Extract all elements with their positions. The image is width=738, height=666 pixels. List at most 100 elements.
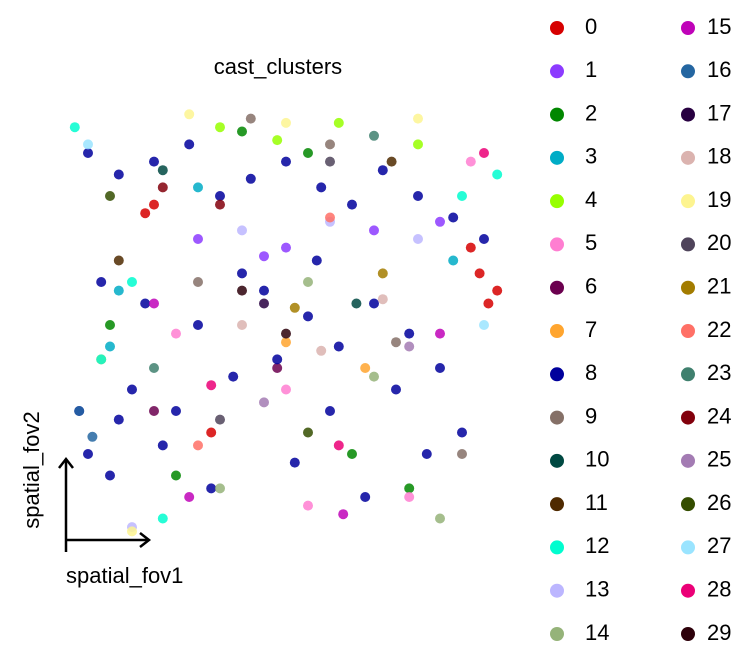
legend-marker xyxy=(681,324,695,338)
point xyxy=(215,191,225,201)
point xyxy=(413,113,423,124)
legend-marker xyxy=(550,497,564,512)
legend-label: 1 xyxy=(585,57,597,82)
legend-marker xyxy=(681,150,695,165)
legend-marker xyxy=(681,583,695,598)
point xyxy=(479,234,489,244)
point xyxy=(237,320,247,330)
legend-marker xyxy=(550,453,564,468)
point xyxy=(465,242,476,253)
legend-label: 4 xyxy=(585,187,597,212)
legend-label: 2 xyxy=(585,100,597,125)
point xyxy=(391,384,401,395)
point xyxy=(237,225,247,236)
legend-label: 20 xyxy=(707,230,731,255)
legend-marker xyxy=(550,237,564,252)
point xyxy=(303,148,313,158)
point xyxy=(474,268,485,279)
point xyxy=(404,483,415,494)
legend-marker xyxy=(550,64,564,79)
point xyxy=(96,277,107,287)
legend-marker xyxy=(550,21,564,35)
legend-label: 12 xyxy=(585,533,609,558)
point xyxy=(413,234,423,244)
point xyxy=(105,191,115,201)
point xyxy=(206,483,217,494)
point xyxy=(281,117,291,128)
legend-label: 14 xyxy=(585,620,609,645)
point xyxy=(83,139,93,150)
legend-marker xyxy=(681,453,695,468)
legend-marker xyxy=(681,627,695,641)
point xyxy=(215,122,225,133)
point xyxy=(193,440,203,451)
point xyxy=(369,130,379,141)
legend-marker xyxy=(681,410,695,425)
point xyxy=(272,363,283,373)
x-arrow-head xyxy=(139,532,152,548)
legend-marker xyxy=(550,540,564,555)
point xyxy=(421,449,432,459)
point xyxy=(289,302,300,313)
legend-label: 29 xyxy=(707,620,731,645)
legend-marker xyxy=(681,21,695,35)
point xyxy=(105,320,115,330)
point xyxy=(404,328,415,339)
legend-label: 3 xyxy=(585,144,597,169)
legend-label: 13 xyxy=(585,577,609,602)
point xyxy=(413,139,423,150)
point xyxy=(351,298,362,309)
point xyxy=(140,208,151,219)
legend-label: 10 xyxy=(585,447,609,472)
legend-label: 11 xyxy=(585,490,608,515)
point xyxy=(404,341,415,352)
point xyxy=(281,242,291,253)
point xyxy=(193,320,203,330)
point xyxy=(127,526,137,537)
point xyxy=(259,285,269,296)
point xyxy=(386,156,397,167)
point xyxy=(360,492,371,502)
legend-marker xyxy=(550,280,564,295)
legend-marker xyxy=(681,237,695,252)
point xyxy=(316,182,327,193)
point xyxy=(465,156,476,167)
point xyxy=(413,191,423,201)
point xyxy=(404,492,415,502)
legend-label: 8 xyxy=(585,360,597,385)
point xyxy=(325,139,335,150)
point xyxy=(193,277,203,287)
point xyxy=(113,255,124,266)
point xyxy=(483,298,494,309)
point xyxy=(149,363,159,373)
point xyxy=(83,148,93,158)
point xyxy=(157,513,168,524)
point xyxy=(448,212,459,223)
point xyxy=(479,148,489,158)
point xyxy=(87,431,98,442)
point xyxy=(228,371,239,382)
legend-label: 6 xyxy=(585,274,597,299)
legend-marker xyxy=(550,627,564,641)
point xyxy=(316,345,327,356)
legend-marker xyxy=(550,410,564,425)
point xyxy=(206,427,217,438)
point xyxy=(281,384,291,395)
y-axis-label: spatial_fov2 xyxy=(19,411,44,528)
point xyxy=(303,311,313,322)
point xyxy=(237,285,247,296)
legend-label: 22 xyxy=(707,317,731,342)
point xyxy=(127,384,137,395)
point xyxy=(113,414,124,425)
point xyxy=(325,156,335,167)
y-arrow-head xyxy=(58,456,74,469)
axis-arrows xyxy=(58,456,152,552)
legend-marker xyxy=(681,497,695,512)
point xyxy=(369,225,379,236)
point xyxy=(479,320,489,330)
legend-marker xyxy=(550,367,564,382)
legend-label: 25 xyxy=(707,447,731,472)
point xyxy=(105,341,115,352)
legend-label: 9 xyxy=(585,403,597,428)
